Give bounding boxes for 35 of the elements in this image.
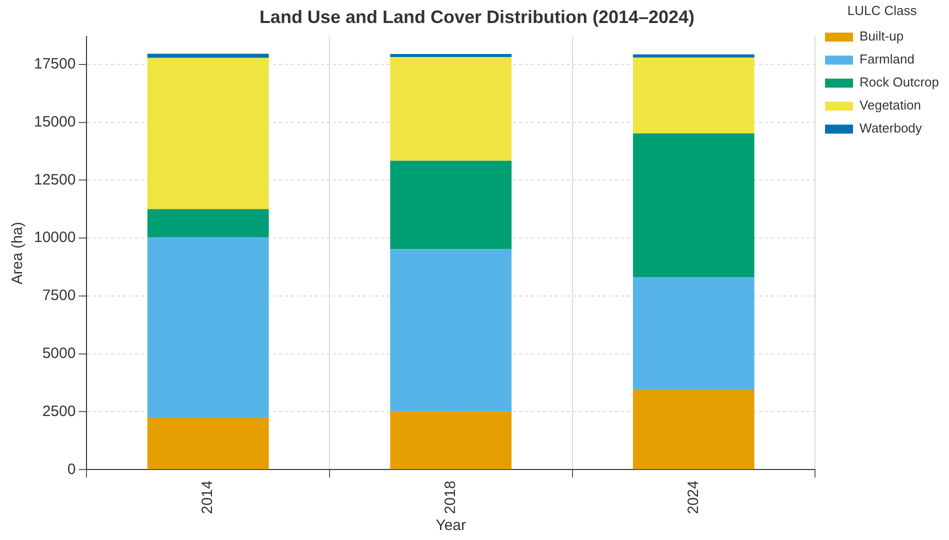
legend-label: Waterbody	[860, 120, 922, 136]
y-tick-label: 15000	[34, 113, 76, 130]
x-axis-title: Year	[436, 517, 466, 534]
legend-label: Vegetation	[860, 98, 921, 113]
x-tick-label: 2018	[442, 480, 460, 514]
bar	[147, 418, 269, 470]
bar	[147, 209, 269, 238]
y-tick-label: 5000	[42, 344, 76, 362]
legend-label: Built-up	[860, 28, 904, 44]
bar	[147, 54, 269, 58]
y-tick-label: 2500	[42, 402, 76, 420]
y-tick-label: 17500	[34, 56, 76, 73]
legend-title: LULC Class	[847, 3, 918, 18]
y-axis-title: Area (ha)	[9, 222, 26, 284]
y-tick-label: 10000	[34, 229, 76, 246]
x-tick-label: 2024	[684, 480, 702, 514]
bar	[390, 56, 512, 161]
legend-label: Farmland	[860, 52, 914, 67]
bar	[632, 57, 754, 134]
bar	[147, 237, 269, 418]
bar	[632, 276, 754, 390]
y-tick-label: 12500	[34, 171, 76, 188]
bar	[632, 54, 754, 58]
bar	[390, 54, 512, 57]
bar	[390, 249, 512, 412]
legend-label: Rock Outcrop	[860, 74, 940, 90]
x-tick-label: 2014	[199, 480, 216, 514]
chart-title: Land Use and Land Cover Distribution (2014–2024)	[259, 6, 695, 27]
y-tick-label: 7500	[42, 287, 76, 304]
bar	[632, 133, 754, 277]
bar	[147, 58, 269, 210]
y-tick-label: 0	[67, 460, 76, 478]
bar	[632, 390, 754, 470]
bar	[390, 411, 512, 470]
bar	[390, 160, 512, 250]
